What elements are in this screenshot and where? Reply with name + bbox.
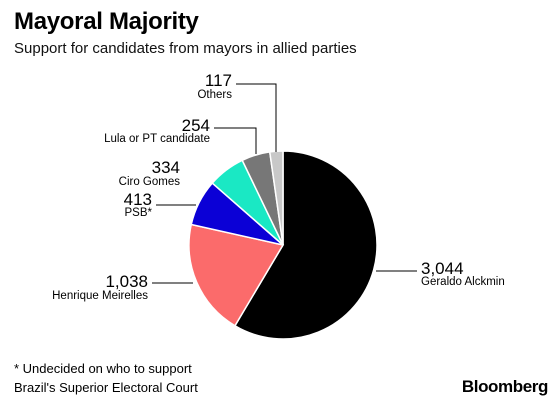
slice-label-henrique-meirelles: Henrique Meirelles — [52, 290, 148, 302]
chart-subtitle: Support for candidates from mayors in al… — [14, 40, 357, 57]
slice-label-geraldo-alckmin: Geraldo Alckmin — [421, 276, 505, 288]
value-label-geraldo-alckmin: 3,044 — [421, 259, 464, 278]
pie-slice-geraldo-alckmin — [233, 150, 378, 340]
value-label-others: 117 — [205, 71, 232, 90]
slice-label-lula-or-pt-candidate: Lula or PT candidate — [104, 133, 210, 145]
source-note: Brazil's Superior Electoral Court — [14, 380, 198, 395]
footnote: * Undecided on who to support — [14, 361, 192, 376]
value-label-henrique-meirelles: 1,038 — [105, 272, 148, 291]
value-label-lula-or-pt-candidate: 254 — [182, 116, 210, 135]
slice-label-ciro-gomes: Ciro Gomes — [119, 176, 181, 188]
chart-title: Mayoral Majority — [14, 8, 199, 35]
pie-slice-henrique-meirelles — [188, 223, 285, 327]
slice-label-psb: PSB* — [125, 207, 153, 219]
value-label-psb: 413 — [124, 190, 152, 209]
slice-label-others: Others — [197, 89, 232, 101]
leader-line-lula-or-pt-candidate — [214, 127, 257, 154]
bloomberg-logo: Bloomberg — [461, 377, 549, 396]
leader-line-others — [236, 83, 277, 152]
value-label-ciro-gomes: 334 — [152, 158, 180, 177]
